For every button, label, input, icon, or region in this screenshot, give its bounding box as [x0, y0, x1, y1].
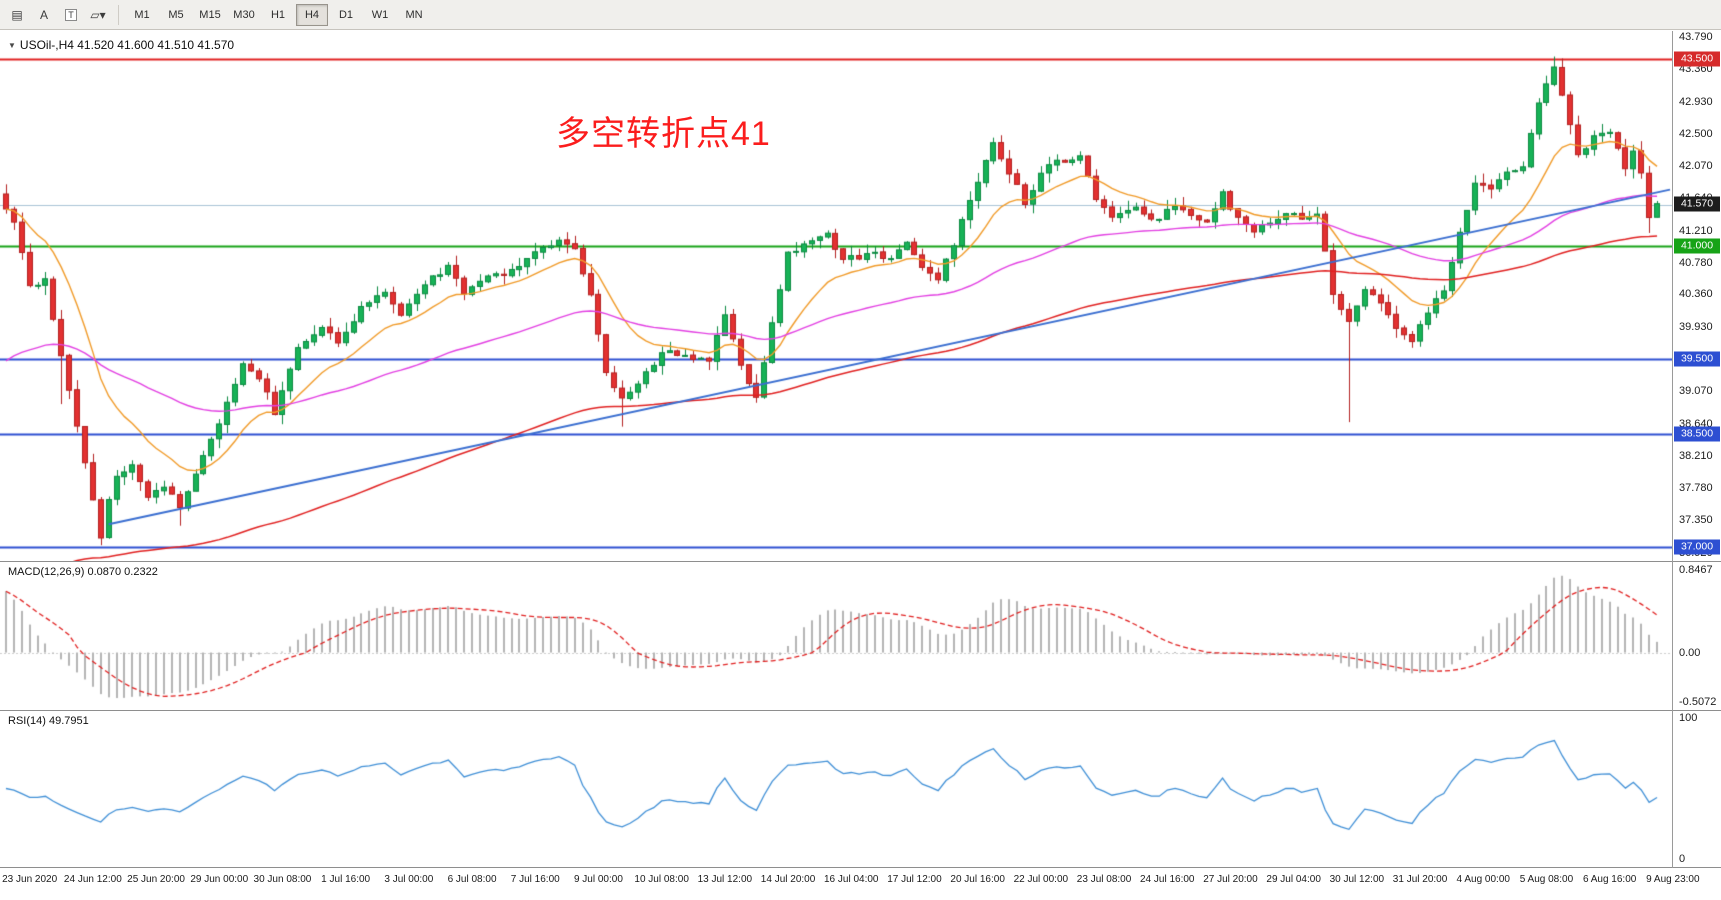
- time-axis-divider: [0, 867, 1721, 868]
- toolbar-icon-group: ▤ A T ▱▾: [4, 4, 112, 26]
- time-axis-label: 17 Jul 12:00: [887, 874, 942, 885]
- chart-annotation: 多空转折点41: [556, 115, 771, 153]
- price-axis-label: 37.780: [1679, 482, 1713, 495]
- timeframe-button-m1[interactable]: M1: [134, 8, 150, 21]
- price-badge-43.500: 43.500: [1674, 51, 1720, 67]
- timeframe-button-m15[interactable]: M15: [199, 8, 221, 21]
- rsi-indicator-canvas[interactable]: [0, 711, 1672, 867]
- time-axis-label: 25 Jun 20:00: [127, 874, 185, 885]
- time-axis-label: 1 Jul 16:00: [321, 874, 371, 885]
- time-axis-label: 3 Jul 00:00: [384, 874, 434, 885]
- toolbar-separator: [118, 4, 119, 25]
- price-axis-label: 41.210: [1679, 224, 1713, 237]
- price-chart-canvas[interactable]: [0, 31, 1672, 561]
- time-axis-label: 9 Jul 00:00: [573, 874, 623, 885]
- chart-title-text: USOil-,H4 41.520 41.600 41.510 41.570: [19, 38, 235, 52]
- time-axis-label: 13 Jul 12:00: [697, 874, 753, 885]
- panel-divider[interactable]: [0, 561, 1721, 562]
- macd-label: MACD(12,26,9) 0.0870 0.2322: [8, 566, 158, 578]
- time-axis-label: 16 Jul 04:00: [824, 874, 879, 885]
- cursor-tool-icon[interactable]: A: [39, 7, 48, 22]
- rsi-axis-label: 0: [1679, 853, 1686, 865]
- time-axis-label: 7 Jul 16:00: [510, 874, 560, 885]
- price-badge-39.500: 39.500: [1674, 351, 1720, 367]
- timeframe-button-w1[interactable]: W1: [371, 8, 389, 21]
- time-axis-label: 29 Jun 00:00: [190, 874, 249, 885]
- time-axis-label: 29 Jul 04:00: [1266, 874, 1321, 885]
- price-axis-label: 37.350: [1679, 514, 1713, 527]
- panel-divider[interactable]: [0, 710, 1721, 711]
- time-axis-label: 23 Jun 2020: [2, 874, 58, 885]
- macd-axis-label: 0.8467: [1679, 564, 1713, 576]
- timeframe-button-d1[interactable]: D1: [338, 8, 354, 21]
- toolbar: ▤ A T ▱▾ M1 M5 M15 M30 H1 H4 D1 W1 MN: [0, 0, 1721, 30]
- time-axis-label: 6 Aug 16:00: [1582, 874, 1637, 885]
- time-axis-label: 6 Jul 08:00: [447, 874, 497, 885]
- time-axis[interactable]: 23 Jun 2020 24 Jun 12:00 25 Jun 20:00 29 Ju…: [0, 868, 1721, 900]
- timeframe-button-m5[interactable]: M5: [168, 8, 184, 21]
- price-axis-label: 38.640: [1679, 417, 1713, 430]
- macd-axis-label: 0.00: [1679, 646, 1701, 659]
- chart-title: ▼ USOil-,H4 41.520 41.600 41.510 41.570: [8, 38, 234, 52]
- price-badge-38.500: 38.500: [1674, 426, 1720, 442]
- price-badge-41.000: 41.000: [1674, 238, 1720, 254]
- price-axis-label: 42.500: [1679, 127, 1713, 140]
- price-axis-label: 42.930: [1679, 95, 1713, 108]
- price-badge-37.000: 37.000: [1674, 539, 1720, 555]
- time-axis-label: 14 Jul 20:00: [760, 874, 816, 885]
- time-axis-label: 24 Jul 16:00: [1140, 874, 1195, 885]
- price-axis-label: 40.360: [1679, 288, 1713, 301]
- price-axis-label: 43.790: [1679, 31, 1713, 43]
- rsi-label: RSI(14) 49.7951: [8, 715, 89, 727]
- macd-indicator-canvas[interactable]: [0, 562, 1672, 710]
- time-axis-label: 24 Jun 12:00: [63, 874, 122, 885]
- rsi-axis-label: 100: [1679, 712, 1698, 724]
- time-axis-label: 10 Jul 08:00: [634, 874, 689, 885]
- price-axis-label: 38.210: [1679, 449, 1713, 462]
- price-axis[interactable]: 43.79043.36042.93042.50042.07041.64041.2…: [1673, 31, 1721, 868]
- timeframe-button-h1[interactable]: H1: [270, 8, 286, 21]
- time-axis-label: 20 Jul 16:00: [950, 874, 1005, 885]
- time-axis-label: 31 Jul 20:00: [1392, 874, 1448, 885]
- bar-chart-icon[interactable]: ▤: [11, 7, 23, 22]
- time-axis-label: 30 Jul 12:00: [1329, 874, 1385, 885]
- time-axis-label: 27 Jul 20:00: [1203, 874, 1258, 885]
- time-axis-label: 22 Jul 00:00: [1013, 874, 1069, 885]
- price-badge-41.570: 41.570: [1674, 196, 1720, 212]
- timeframe-button-h4[interactable]: H4: [296, 3, 328, 26]
- time-axis-label: 30 Jun 08:00: [253, 874, 312, 885]
- time-axis-label: 4 Aug 00:00: [1456, 874, 1510, 885]
- price-axis-label: 42.070: [1679, 160, 1713, 173]
- collapse-icon[interactable]: ▼: [8, 41, 16, 50]
- time-axis-label: 5 Aug 08:00: [1519, 874, 1574, 885]
- timeframe-button-m30[interactable]: M30: [233, 8, 255, 21]
- price-axis-separator: [1672, 31, 1673, 868]
- price-axis-label: 40.780: [1679, 256, 1713, 269]
- timeframe-button-group: M1 M5 M15 M30 H1 H4 D1 W1 MN: [125, 3, 431, 26]
- price-axis-label: 39.070: [1679, 385, 1713, 398]
- price-axis-label: 43.360: [1679, 63, 1713, 76]
- time-axis-label: 23 Jul 08:00: [1076, 874, 1132, 885]
- shapes-dropdown-icon[interactable]: ▱▾: [90, 7, 106, 22]
- text-tool-icon[interactable]: T: [58, 4, 84, 26]
- macd-axis-label: -0.5072: [1679, 696, 1717, 708]
- price-axis-label: 39.930: [1679, 320, 1713, 333]
- timeframe-button-mn[interactable]: MN: [405, 8, 423, 21]
- time-axis-label: 9 Aug 23:00: [1646, 874, 1700, 885]
